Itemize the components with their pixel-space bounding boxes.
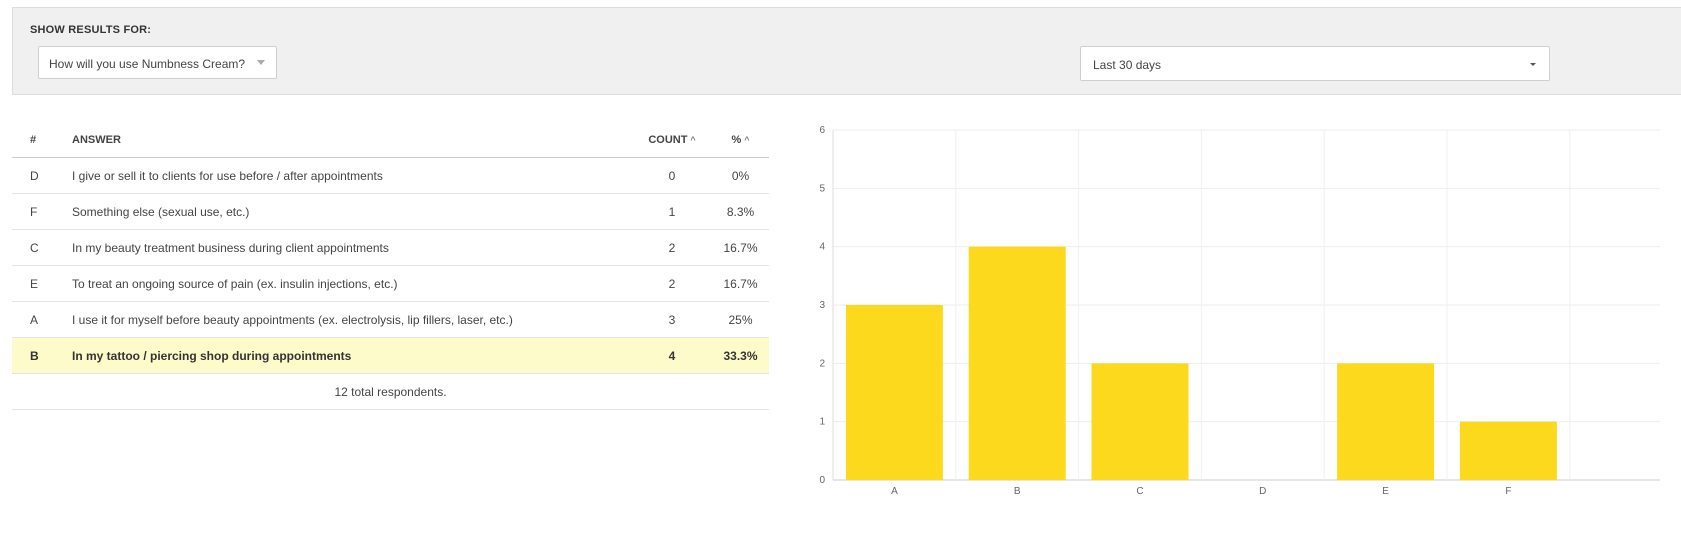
row-percent: 16.7%: [712, 265, 769, 302]
table-row: A I use it for myself before beauty appo…: [12, 301, 769, 338]
bar-a: [845, 305, 943, 480]
y-tick-label: 4: [819, 242, 825, 253]
table-total-row: 12 total respondents.: [12, 373, 769, 410]
chevron-down-icon: [257, 60, 265, 65]
y-tick-label: 3: [819, 300, 825, 311]
y-tick-label: 6: [819, 125, 825, 136]
table-row: F Something else (sexual use, etc.) 1 8.…: [12, 193, 769, 230]
column-header-count-label: COUNT: [648, 133, 688, 146]
x-tick-label: F: [1505, 486, 1511, 497]
x-tick-label: E: [1382, 486, 1389, 497]
y-tick-label: 0: [819, 475, 825, 486]
x-tick-label: A: [891, 486, 898, 497]
column-header-percent[interactable]: % ^: [712, 122, 769, 158]
x-tick-label: C: [1136, 486, 1143, 497]
column-header-number: #: [12, 122, 72, 158]
row-answer: In my tattoo / piercing shop during appo…: [72, 337, 632, 374]
row-count: 2: [632, 229, 712, 266]
x-tick-label: D: [1259, 486, 1266, 497]
row-count: 4: [632, 337, 712, 374]
bar-b: [968, 246, 1066, 480]
row-letter: C: [12, 229, 72, 266]
bar-f: [1459, 421, 1557, 480]
row-answer: I use it for myself before beauty appoin…: [72, 301, 632, 338]
column-header-answer: ANSWER: [72, 122, 632, 158]
y-tick-label: 1: [819, 417, 825, 428]
table-header-row: # ANSWER COUNT ^ % ^: [12, 122, 769, 158]
filter-panel: SHOW RESULTS FOR: How will you use Numbn…: [12, 7, 1681, 95]
sort-caret-icon: ^: [744, 134, 750, 145]
table-row: E To treat an ongoing source of pain (ex…: [12, 265, 769, 302]
row-count: 2: [632, 265, 712, 302]
column-header-count[interactable]: COUNT ^: [632, 122, 712, 158]
row-percent: 25%: [712, 301, 769, 338]
row-percent: 33.3%: [712, 337, 769, 374]
row-percent: 16.7%: [712, 229, 769, 266]
filter-label: SHOW RESULTS FOR:: [30, 24, 152, 36]
chevron-down-icon: [1530, 63, 1536, 66]
question-select[interactable]: How will you use Numbness Cream?: [38, 46, 277, 79]
y-tick-label: 2: [819, 358, 825, 369]
row-answer: In my beauty treatment business during c…: [72, 229, 632, 266]
row-letter: E: [12, 265, 72, 302]
answers-bar-chart: 0 1 2 3 4 5 6 A B C D E F: [819, 125, 1660, 497]
row-letter: A: [12, 301, 72, 338]
row-answer: To treat an ongoing source of pain (ex. …: [72, 265, 632, 302]
row-count: 0: [632, 157, 712, 194]
row-count: 1: [632, 193, 712, 230]
row-letter: B: [12, 337, 72, 374]
x-tick-label: B: [1014, 486, 1021, 497]
y-tick-label: 5: [819, 183, 825, 194]
results-table: # ANSWER COUNT ^ % ^ D I give or sell it t…: [12, 122, 769, 410]
row-percent: 8.3%: [712, 193, 769, 230]
row-letter: F: [12, 193, 72, 230]
row-answer: Something else (sexual use, etc.): [72, 193, 632, 230]
row-letter: D: [12, 157, 72, 194]
question-select-value: How will you use Numbness Cream?: [49, 57, 246, 71]
total-respondents: 12 total respondents.: [12, 373, 769, 410]
row-percent: 0%: [712, 157, 769, 194]
table-row: D I give or sell it to clients for use b…: [12, 157, 769, 194]
table-row-top-answer: B In my tattoo / piercing shop during ap…: [12, 337, 769, 374]
column-header-percent-label: %: [731, 133, 742, 146]
row-answer: I give or sell it to clients for use bef…: [72, 157, 632, 194]
bar-c: [1091, 363, 1189, 480]
row-count: 3: [632, 301, 712, 338]
date-range-value: Last 30 days: [1093, 58, 1162, 72]
date-range-select[interactable]: Last 30 days: [1080, 46, 1550, 81]
bar-e: [1337, 363, 1435, 480]
sort-caret-icon: ^: [690, 134, 696, 145]
table-row: C In my beauty treatment business during…: [12, 229, 769, 266]
